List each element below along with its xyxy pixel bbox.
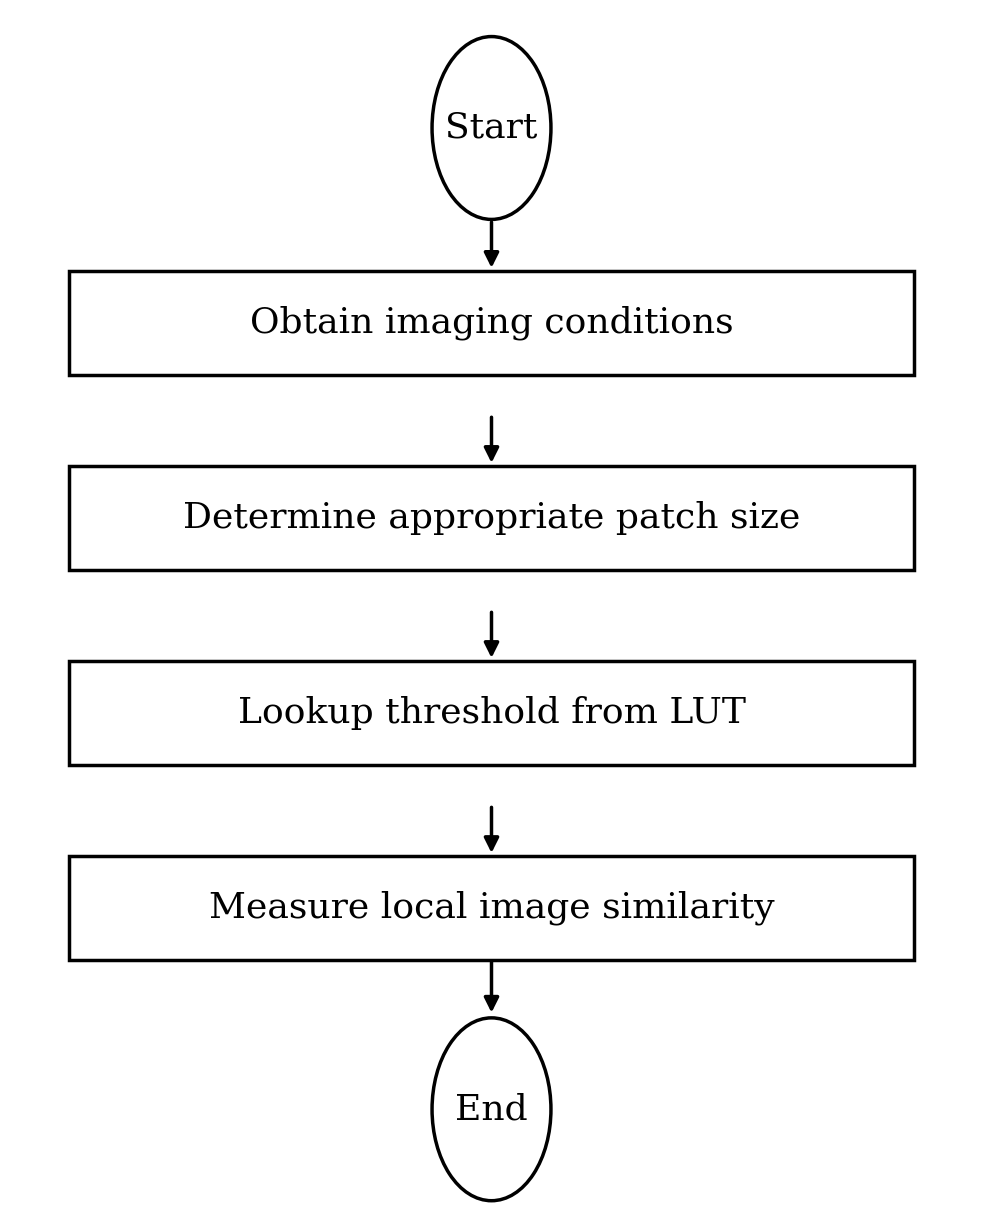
Text: Determine appropriate patch size: Determine appropriate patch size — [183, 501, 800, 535]
Ellipse shape — [433, 37, 550, 219]
Bar — [69, 271, 914, 374]
Bar — [69, 856, 914, 961]
Text: Start: Start — [445, 111, 538, 145]
Bar — [69, 661, 914, 766]
Bar — [69, 467, 914, 570]
Ellipse shape — [433, 1018, 550, 1201]
Text: End: End — [455, 1092, 528, 1126]
Text: Measure local image similarity: Measure local image similarity — [208, 891, 775, 925]
Text: Lookup threshold from LUT: Lookup threshold from LUT — [238, 696, 745, 730]
Text: Obtain imaging conditions: Obtain imaging conditions — [250, 306, 733, 340]
